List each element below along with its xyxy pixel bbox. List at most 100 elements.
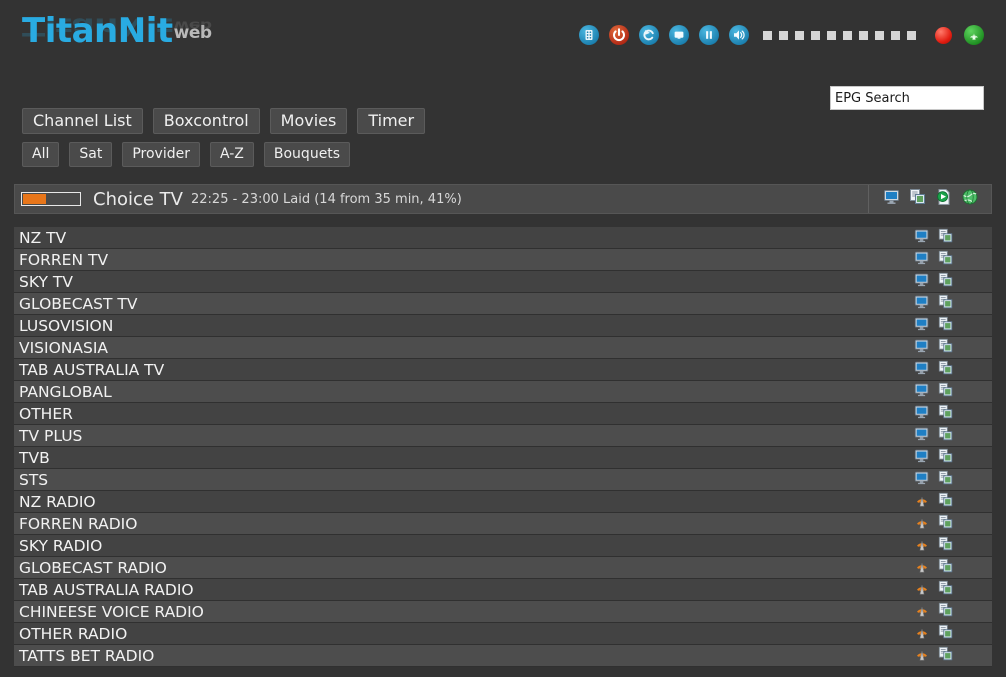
channel-row[interactable]: VISIONASIA [14, 337, 992, 359]
channel-row[interactable]: NZ RADIO [14, 491, 992, 513]
radio-antenna-icon[interactable] [914, 624, 930, 644]
radio-antenna-icon[interactable] [914, 580, 930, 600]
channel-row[interactable]: LUSOVISION [14, 315, 992, 337]
tv-screen-icon[interactable] [914, 228, 930, 248]
refresh-icon[interactable] [639, 25, 659, 45]
tab-channel-list[interactable]: Channel List [22, 108, 143, 134]
filter-all[interactable]: All [22, 142, 60, 167]
screen-view-icon[interactable] [883, 188, 901, 210]
channel-row[interactable]: NZ TV [14, 227, 992, 249]
duplicate-pages-icon[interactable] [938, 558, 954, 578]
volume-icon[interactable] [729, 25, 749, 45]
tv-screen-icon[interactable] [914, 338, 930, 358]
channel-row[interactable]: STS [14, 469, 992, 491]
tv-screen-icon[interactable] [914, 360, 930, 380]
radio-antenna-icon[interactable] [914, 536, 930, 556]
duplicate-pages-icon[interactable] [938, 624, 954, 644]
radio-antenna-icon[interactable] [914, 646, 930, 666]
duplicate-pages-icon[interactable] [938, 338, 954, 358]
channel-row[interactable]: GLOBECAST TV [14, 293, 992, 315]
volume-block[interactable] [907, 30, 916, 40]
channel-row[interactable]: CHINEESE VOICE RADIO [14, 601, 992, 623]
channel-row[interactable]: TAB AUSTRALIA RADIO [14, 579, 992, 601]
tv-screen-icon[interactable] [914, 250, 930, 270]
duplicate-pages-icon[interactable] [938, 514, 954, 534]
filter-sat[interactable]: Sat [69, 142, 113, 167]
channel-name: TAB AUSTRALIA RADIO [19, 580, 194, 599]
tv-screen-icon[interactable] [914, 272, 930, 292]
filter-a-z[interactable]: A-Z [209, 142, 254, 167]
radio-antenna-icon[interactable] [914, 602, 930, 622]
volume-block[interactable] [875, 30, 884, 40]
app-logo-text: TitanNitweb [22, 12, 302, 52]
tab-timer[interactable]: Timer [357, 108, 426, 134]
channel-name: TAB AUSTRALIA TV [19, 360, 165, 379]
volume-block[interactable] [779, 30, 788, 40]
volume-block[interactable] [859, 30, 868, 40]
duplicate-pages-icon[interactable] [938, 492, 954, 512]
tv-screen-icon[interactable] [914, 426, 930, 446]
channel-row[interactable]: PANGLOBAL [14, 381, 992, 403]
channel-name: GLOBECAST TV [19, 294, 138, 313]
duplicate-pages-icon[interactable] [938, 228, 954, 248]
channel-row[interactable]: FORREN RADIO [14, 513, 992, 535]
tv-screen-icon[interactable] [914, 448, 930, 468]
channel-name: TV PLUS [19, 426, 83, 445]
channel-row[interactable]: GLOBECAST RADIO [14, 557, 992, 579]
duplicate-pages-icon[interactable] [938, 602, 954, 622]
duplicate-pages-icon[interactable] [909, 188, 927, 210]
duplicate-pages-icon[interactable] [938, 250, 954, 270]
channel-row[interactable]: TV PLUS [14, 425, 992, 447]
radio-antenna-icon[interactable] [914, 558, 930, 578]
power-icon[interactable] [609, 25, 629, 45]
channel-row[interactable]: SKY TV [14, 271, 992, 293]
search-input[interactable] [830, 86, 984, 110]
radio-antenna-icon[interactable] [914, 514, 930, 534]
channel-row[interactable]: TATTS BET RADIO [14, 645, 992, 667]
channel-row[interactable]: OTHER RADIO [14, 623, 992, 645]
volume-block[interactable] [763, 30, 772, 40]
duplicate-pages-icon[interactable] [938, 294, 954, 314]
channel-row[interactable]: SKY RADIO [14, 535, 992, 557]
pause-icon[interactable] [699, 25, 719, 45]
duplicate-pages-icon[interactable] [938, 360, 954, 380]
duplicate-pages-icon[interactable] [938, 272, 954, 292]
tv-screen-icon[interactable] [914, 294, 930, 314]
volume-block[interactable] [827, 30, 836, 40]
keypad-icon[interactable] [579, 25, 599, 45]
tv-screen-icon[interactable] [914, 404, 930, 424]
screen-icon[interactable] [669, 25, 689, 45]
volume-block[interactable] [843, 30, 852, 40]
channel-name: FORREN RADIO [19, 514, 138, 533]
filter-provider[interactable]: Provider [122, 142, 200, 167]
duplicate-pages-icon[interactable] [938, 580, 954, 600]
channel-row[interactable]: TAB AUSTRALIA TV [14, 359, 992, 381]
volume-level-blocks[interactable] [763, 30, 923, 40]
volume-block[interactable] [795, 30, 804, 40]
duplicate-pages-icon[interactable] [938, 316, 954, 336]
channel-row[interactable]: TVB [14, 447, 992, 469]
volume-block[interactable] [891, 30, 900, 40]
duplicate-pages-icon[interactable] [938, 382, 954, 402]
channel-row[interactable]: OTHER [14, 403, 992, 425]
tv-screen-icon[interactable] [914, 316, 930, 336]
duplicate-pages-icon[interactable] [938, 536, 954, 556]
tab-movies[interactable]: Movies [269, 108, 348, 134]
duplicate-pages-icon[interactable] [938, 426, 954, 446]
tv-screen-icon[interactable] [914, 382, 930, 402]
channel-row-actions [914, 470, 992, 490]
signal-antenna-icon[interactable] [964, 25, 984, 45]
tab-boxcontrol[interactable]: Boxcontrol [152, 108, 260, 134]
duplicate-pages-icon[interactable] [938, 646, 954, 666]
duplicate-pages-icon[interactable] [938, 404, 954, 424]
duplicate-pages-icon[interactable] [938, 470, 954, 490]
channel-row[interactable]: FORREN TV [14, 249, 992, 271]
radio-antenna-icon[interactable] [914, 492, 930, 512]
tv-screen-icon[interactable] [914, 470, 930, 490]
filter-bouquets[interactable]: Bouquets [263, 142, 351, 167]
globe-icon[interactable] [961, 188, 979, 210]
media-file-icon[interactable] [935, 188, 953, 210]
channel-name: PANGLOBAL [19, 382, 112, 401]
duplicate-pages-icon[interactable] [938, 448, 954, 468]
volume-block[interactable] [811, 30, 820, 40]
